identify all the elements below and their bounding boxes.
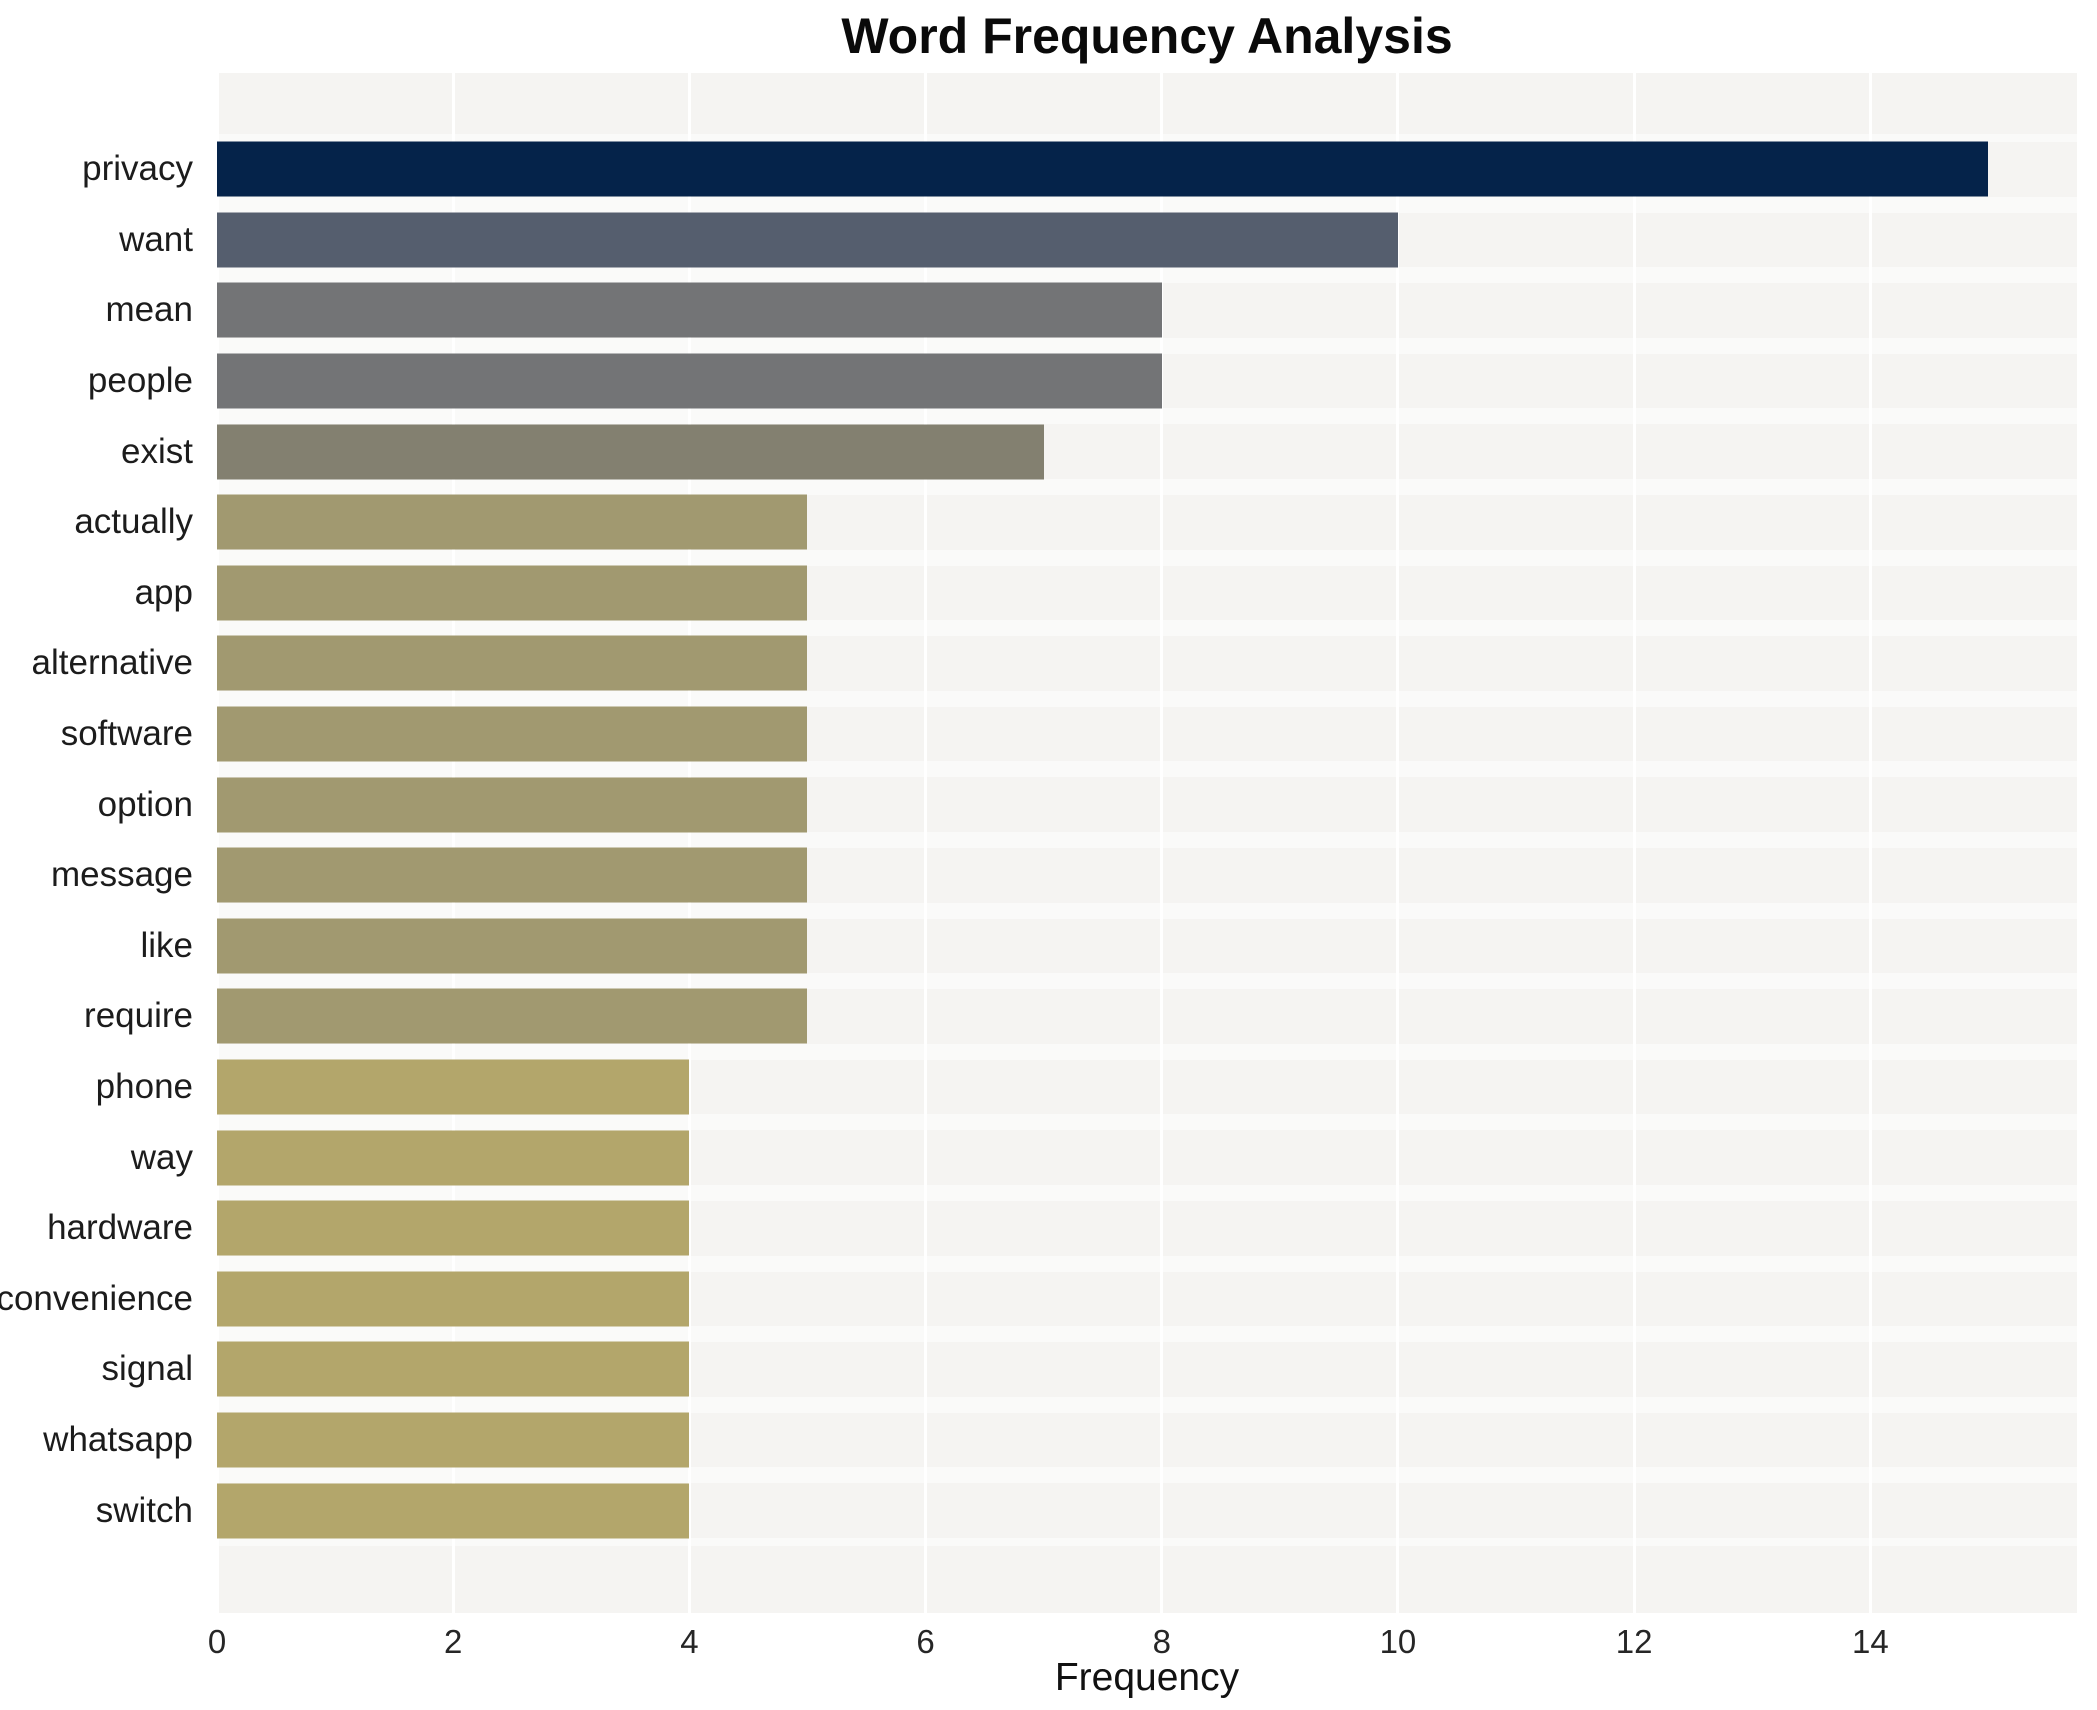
- frequency-bar-way: [217, 1130, 690, 1186]
- bar-row-actually: [217, 486, 2077, 558]
- bar-row-way: [217, 1122, 2077, 1193]
- frequency-bar-whatsapp: [217, 1412, 690, 1468]
- y-label-phone: phone: [95, 1067, 193, 1107]
- y-label-require: require: [84, 996, 193, 1036]
- bar-row-hardware: [217, 1192, 2077, 1264]
- frequency-bar-privacy: [217, 141, 1989, 197]
- plot-area: [215, 73, 2077, 1613]
- bar-row-mean: [217, 275, 2077, 346]
- x-tick-8: 8: [1152, 1623, 1171, 1660]
- bar-row-exist: [217, 416, 2077, 487]
- bar-row-app: [217, 557, 2077, 629]
- frequency-bar-option: [217, 777, 808, 833]
- bar-row-like: [217, 910, 2077, 982]
- y-label-software: software: [60, 714, 193, 754]
- x-axis-label: Frequency: [1054, 1656, 1240, 1699]
- y-label-convenience: convenience: [0, 1278, 193, 1318]
- y-label-want: want: [119, 219, 193, 259]
- y-label-alternative: alternative: [31, 643, 193, 683]
- frequency-bar-exist: [217, 424, 1044, 480]
- y-label-like: like: [140, 925, 193, 965]
- bar-row-people: [217, 345, 2077, 417]
- frequency-bar-actually: [217, 494, 808, 550]
- frequency-bar-phone: [217, 1059, 690, 1115]
- y-label-people: people: [87, 361, 193, 401]
- y-label-mean: mean: [105, 290, 193, 330]
- y-label-option: option: [97, 784, 193, 824]
- bar-row-software: [217, 698, 2077, 770]
- y-label-message: message: [50, 855, 193, 895]
- y-label-privacy: privacy: [82, 149, 193, 189]
- frequency-bar-switch: [217, 1483, 690, 1539]
- x-tick-6: 6: [916, 1623, 935, 1660]
- frequency-bar-mean: [217, 282, 1162, 338]
- frequency-bar-signal: [217, 1341, 690, 1397]
- frequency-bar-app: [217, 565, 808, 621]
- y-label-hardware: hardware: [47, 1208, 193, 1248]
- y-label-app: app: [134, 572, 193, 612]
- frequency-bar-people: [217, 353, 1162, 409]
- bar-row-message: [217, 839, 2077, 911]
- bar-row-alternative: [217, 628, 2077, 699]
- bar-row-want: [217, 204, 2077, 276]
- bar-row-require: [217, 981, 2077, 1052]
- frequency-bar-message: [217, 847, 808, 903]
- bar-row-switch: [217, 1475, 2077, 1546]
- x-tick-0: 0: [207, 1623, 227, 1660]
- frequency-bar-convenience: [217, 1271, 690, 1327]
- x-axis-ticks: 0 2 4 6 8 10 12 14: [208, 1613, 2077, 1661]
- x-tick-2: 2: [444, 1623, 463, 1660]
- y-label-way: way: [130, 1137, 193, 1177]
- frequency-bar-alternative: [217, 635, 808, 691]
- y-label-whatsapp: whatsapp: [43, 1419, 193, 1459]
- y-label-exist: exist: [121, 431, 193, 471]
- bar-row-whatsapp: [217, 1404, 2077, 1476]
- frequency-bar-like: [217, 918, 808, 974]
- bar-row-convenience: [217, 1263, 2077, 1335]
- bar-row-signal: [217, 1334, 2077, 1405]
- frequency-bar-software: [217, 706, 808, 762]
- y-label-switch: switch: [95, 1490, 193, 1530]
- frequency-bar-want: [217, 212, 1398, 268]
- frequency-bar-require: [217, 988, 808, 1044]
- y-label-signal: signal: [101, 1349, 193, 1389]
- bar-row-option: [217, 769, 2077, 840]
- bar-rows: [217, 134, 2077, 1546]
- frequency-bar-hardware: [217, 1200, 690, 1256]
- chart-title: Word Frequency Analysis: [841, 8, 1453, 64]
- y-axis-labels: privacy want mean people exist actually app alt…: [0, 134, 205, 1546]
- bar-row-privacy: [217, 134, 2077, 205]
- x-tick-10: 10: [1379, 1623, 1417, 1660]
- x-tick-14: 14: [1851, 1623, 1889, 1660]
- y-label-actually: actually: [74, 502, 193, 542]
- bar-row-phone: [217, 1051, 2077, 1123]
- x-tick-12: 12: [1615, 1623, 1653, 1660]
- x-tick-4: 4: [680, 1623, 699, 1660]
